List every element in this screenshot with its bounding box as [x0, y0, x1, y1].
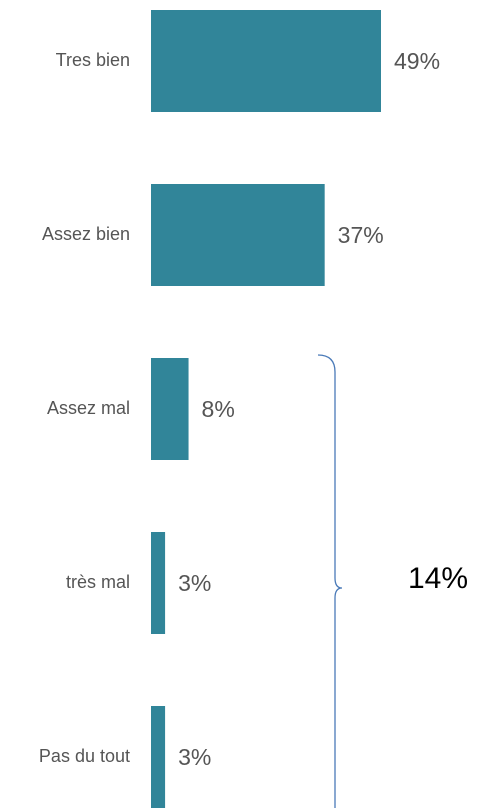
value-label: 49%: [394, 48, 440, 74]
bar: [151, 706, 166, 808]
category-label: Assez mal: [47, 398, 130, 418]
brace: [317, 354, 343, 808]
category-label: Assez bien: [42, 224, 130, 244]
value-label: 3%: [178, 570, 211, 596]
bar: [151, 184, 325, 286]
category-label: Tres bien: [56, 50, 130, 70]
category-label: très mal: [66, 572, 130, 592]
value-label: 37%: [338, 222, 384, 248]
bar: [151, 358, 189, 460]
bar: [151, 532, 166, 634]
category-label: Pas du tout: [39, 746, 130, 766]
bar: [151, 10, 381, 112]
annotation: 14%: [408, 562, 468, 595]
value-label: 8%: [202, 396, 235, 422]
value-label: 3%: [178, 744, 211, 770]
